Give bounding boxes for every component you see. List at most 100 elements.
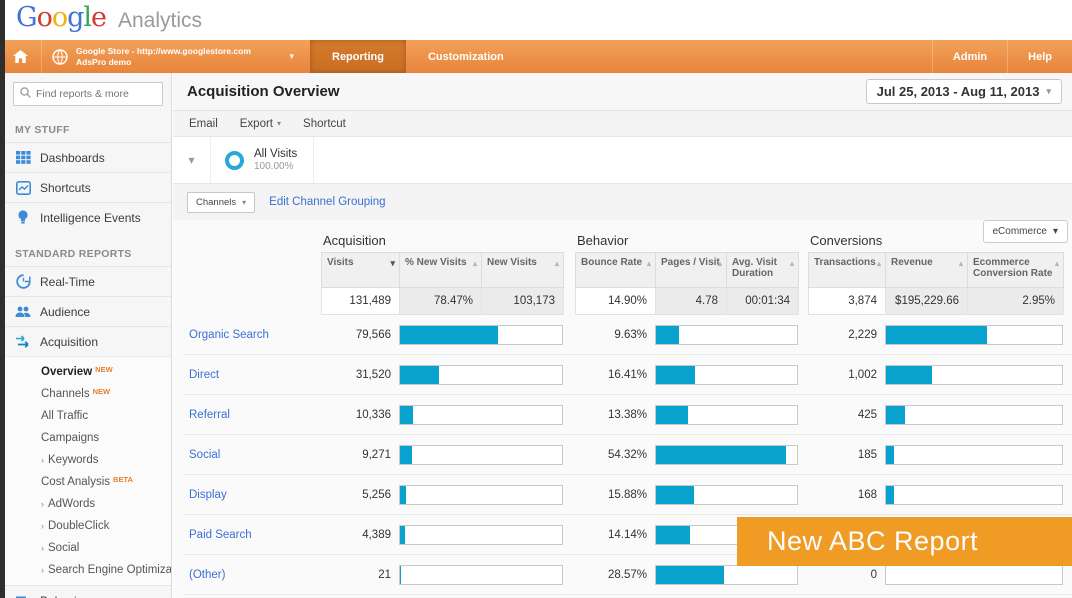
admin-link[interactable]: Admin (931, 40, 1007, 73)
channel-link[interactable]: Direct (189, 368, 220, 381)
table-row: Referral 10,336 13.38% 425 (185, 395, 1072, 435)
sidebar-item-real-time[interactable]: Real-Time (5, 266, 171, 296)
sidebar-subitem-doubleclick[interactable]: › DoubleClick (41, 515, 171, 537)
shortcut-button[interactable]: Shortcut (303, 117, 346, 130)
bounce-rate-value: 16.41% (607, 368, 647, 381)
column-header-visits[interactable]: Visits ▾ (321, 252, 400, 288)
edit-channel-grouping-link[interactable]: Edit Channel Grouping (269, 196, 386, 208)
total-value: 2.95% (967, 288, 1064, 315)
sort-icon: ▴ (646, 259, 651, 268)
column-header-transactions[interactable]: Transactions ▴ (808, 252, 886, 288)
ecommerce-dropdown[interactable]: eCommerce ▾ (982, 220, 1068, 243)
sidebar-subitem-cost-analysis[interactable]: Cost Analysis BETA (41, 471, 171, 493)
expand-arrow-icon: › (41, 499, 44, 509)
channel-link[interactable]: Referral (189, 408, 230, 421)
sidebar-item-shortcuts[interactable]: Shortcuts (5, 172, 171, 202)
tab-reporting[interactable]: Reporting (310, 40, 406, 73)
segment-donut-icon (225, 150, 244, 170)
column-header-label: Avg. Visit Duration (732, 257, 778, 279)
sidebar-subitem-channels[interactable]: Channels NEW (41, 383, 171, 405)
metric-bar (885, 364, 1063, 385)
segment-collapse-button[interactable]: ▾ (173, 137, 211, 183)
left-scrollbar-strip[interactable] (0, 0, 5, 598)
totals-row: 131,489 78.47% 103,173 14.90% 4.78 00:01:34 3,… (185, 288, 1072, 315)
column-header-label: New Visits (487, 257, 537, 268)
analytics-wordmark: Analytics (118, 9, 203, 32)
email-button[interactable]: Email (189, 117, 218, 130)
sidebar-subitem-label: Overview (41, 366, 93, 378)
chevron-down-icon: ▾ (1052, 226, 1058, 237)
sidebar-subitem-search-engine-optimization[interactable]: › Search Engine Optimization (41, 559, 171, 581)
chevron-down-icon: ▾ (242, 197, 247, 207)
home-icon (13, 49, 29, 65)
sidebar-subitem-adwords[interactable]: › AdWords (41, 493, 171, 515)
tab-customization[interactable]: Customization (427, 50, 504, 63)
sidebar-subitem-campaigns[interactable]: Campaigns (41, 427, 171, 449)
metric-group-row: Acquisition Behavior Conversions eCommer… (185, 220, 1072, 248)
channel-link[interactable]: Display (189, 488, 227, 501)
sidebar-item-audience[interactable]: Audience (5, 296, 171, 326)
sort-icon: ▴ (1054, 259, 1059, 268)
export-button[interactable]: Export ▾ (239, 117, 282, 130)
channels-table: Acquisition Behavior Conversions eCommer… (173, 220, 1072, 595)
column-header-pages-visit[interactable]: Pages / Visit ▴ (655, 252, 727, 288)
sidebar-subitem-label: AdWords (48, 498, 96, 510)
bounce-rate-value: 28.57% (607, 568, 647, 581)
column-header-bounce-rate[interactable]: Bounce Rate ▴ (575, 252, 656, 288)
column-header-avg-visit-duration[interactable]: Avg. Visit Duration ▴ (726, 252, 799, 288)
metric-bar-fill (400, 325, 498, 344)
column-header-revenue[interactable]: Revenue ▴ (885, 252, 968, 288)
channel-link[interactable]: Paid Search (189, 528, 252, 541)
search-icon (20, 87, 31, 101)
top-navigation-bar: Google Store - http://www.googlestore.co… (0, 40, 1072, 73)
bounce-rate-value: 14.14% (607, 528, 647, 541)
standard-reports-header: STANDARD REPORTS (15, 248, 132, 260)
shortcuts-icon (15, 180, 31, 196)
segment-percent: 100.00% (254, 161, 294, 172)
sort-icon: ▴ (472, 259, 477, 268)
metric-bar-fill (656, 325, 680, 344)
chevron-down-icon: ▾ (1046, 86, 1051, 96)
report-search-box[interactable] (13, 82, 163, 106)
sidebar-subitem-label: Social (48, 542, 80, 554)
column-header-row: Visits ▾% New Visits ▴ New Visits ▴ Bounce Ra… (185, 252, 1072, 288)
metric-bar-fill (656, 525, 690, 544)
account-selector[interactable]: Google Store - http://www.googlestore.co… (42, 40, 310, 73)
column-header--new-visits[interactable]: % New Visits ▴ (399, 252, 482, 288)
sidebar-item-label: Audience (40, 304, 91, 319)
date-range-selector[interactable]: Jul 25, 2013 - Aug 11, 2013 ▾ (865, 79, 1062, 104)
sidebar-item-acquisition[interactable]: Acquisition (5, 326, 171, 356)
dashboards-icon (15, 150, 31, 166)
search-input[interactable] (36, 88, 156, 100)
column-header-new-visits[interactable]: New Visits ▴ (481, 252, 564, 288)
channel-link[interactable]: Organic Search (189, 328, 269, 341)
total-value: 14.90% (575, 288, 656, 315)
column-header-ecommerce-conversion-rate[interactable]: Ecommerce Conversion Rate ▴ (967, 252, 1064, 288)
metric-bar (399, 404, 563, 425)
metric-bar (399, 524, 563, 545)
google-logo-letter: e (91, 2, 107, 33)
segment-band: ▾ All Visits 100.00% (173, 137, 1072, 184)
sidebar-item-dashboards[interactable]: Dashboards (5, 142, 171, 172)
expand-arrow-icon: › (41, 455, 44, 465)
sidebar-subitem-overview[interactable]: Overview NEW (41, 361, 171, 383)
sidebar-item-behavior[interactable]: Behavior (5, 585, 171, 598)
table-row: Direct 31,520 16.41% 1,002 (185, 355, 1072, 395)
sidebar-subitem-all-traffic[interactable]: All Traffic (41, 405, 171, 427)
help-link[interactable]: Help (1007, 40, 1072, 73)
visits-value: 31,520 (355, 368, 391, 381)
total-value: 4.78 (655, 288, 727, 315)
home-button[interactable] (0, 40, 42, 73)
transactions-value: 2,229 (848, 328, 877, 341)
sidebar-item-label: Intelligence Events (40, 210, 141, 225)
sidebar-item-intelligence-events[interactable]: Intelligence Events (5, 202, 171, 232)
google-logo-letter: l (83, 2, 92, 33)
total-value: 3,874 (808, 288, 886, 315)
all-visits-segment[interactable]: All Visits 100.00% (211, 137, 315, 183)
metric-bar (399, 444, 563, 465)
sidebar-subitem-keywords[interactable]: › Keywords (41, 449, 171, 471)
channel-link[interactable]: (Other) (189, 568, 226, 581)
sidebar-subitem-social[interactable]: › Social (41, 537, 171, 559)
channels-dropdown[interactable]: Channels ▾ (187, 191, 256, 213)
channel-link[interactable]: Social (189, 448, 221, 461)
